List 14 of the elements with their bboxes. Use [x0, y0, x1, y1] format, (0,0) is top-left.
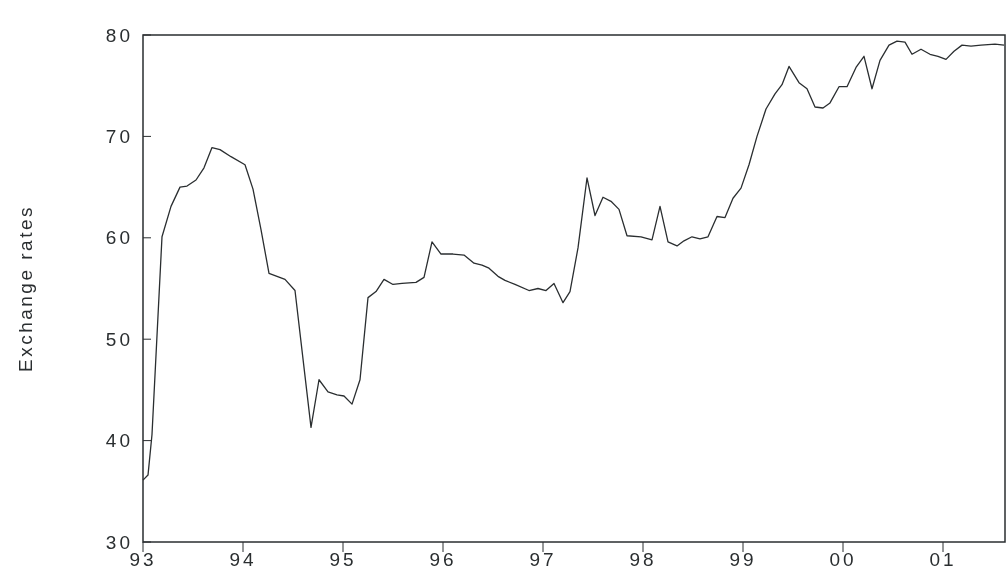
x-tick-label: 98 — [629, 549, 657, 570]
x-tick-label: 94 — [229, 549, 257, 570]
y-tick-label: 40 — [105, 430, 133, 452]
y-axis-title: Exchange rates — [15, 204, 36, 373]
x-tick-label: 01 — [929, 549, 957, 570]
y-tick-label: 60 — [105, 227, 133, 249]
x-tick-label: 99 — [729, 549, 757, 570]
x-tick-label: 97 — [529, 549, 557, 570]
y-tick-label: 80 — [105, 24, 133, 46]
y-tick-label: 50 — [105, 328, 133, 350]
x-tick-label: 00 — [829, 549, 857, 570]
y-tick-label: 70 — [105, 126, 133, 148]
x-tick-label: 96 — [429, 549, 457, 570]
x-tick-label: 95 — [329, 549, 357, 570]
